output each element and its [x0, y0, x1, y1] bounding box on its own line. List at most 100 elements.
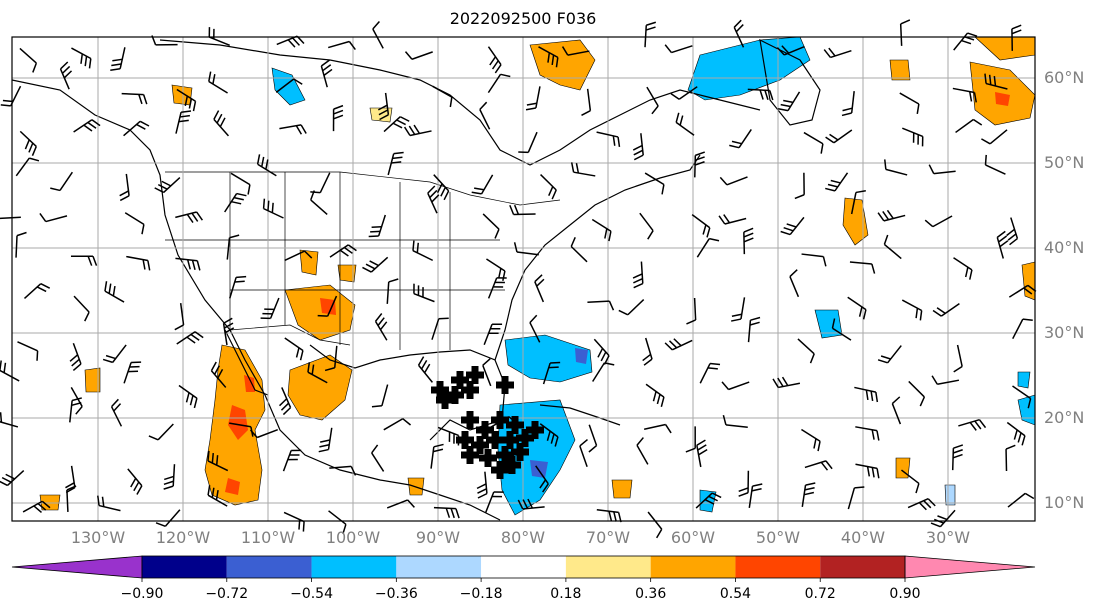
plus-marker — [436, 391, 454, 409]
wind-barb — [539, 423, 559, 447]
wind-barb — [699, 362, 721, 384]
wind-barb — [953, 344, 963, 373]
wind-barb — [804, 460, 833, 471]
wind-barb — [581, 88, 592, 117]
strong-positive-blob — [228, 405, 248, 440]
lon-label: 60°W — [670, 528, 716, 547]
wind-barb — [953, 257, 973, 280]
wind-barb — [126, 255, 151, 271]
negative-blob — [687, 36, 811, 101]
plus-marker — [461, 446, 479, 464]
wind-barb — [282, 449, 302, 472]
wind-barb — [789, 269, 800, 298]
wind-barb — [696, 439, 708, 468]
wind-barb — [230, 172, 251, 195]
colorbar — [11, 555, 1036, 582]
plus-marker — [511, 443, 529, 461]
wind-barb — [483, 323, 503, 346]
wind-barb — [733, 19, 745, 48]
positive-blob — [287, 354, 353, 421]
wind-barb — [433, 174, 450, 201]
wind-barb — [729, 129, 752, 149]
wind-barb — [529, 314, 541, 343]
wind-barb — [722, 414, 748, 428]
wind-barb — [670, 86, 698, 100]
wind-barb — [19, 130, 37, 156]
wind-barb — [317, 295, 338, 317]
wind-barb — [899, 92, 920, 114]
wind-barb — [70, 255, 98, 266]
positive-blob — [84, 367, 101, 393]
colorbar-segment — [650, 556, 736, 578]
wind-barb — [127, 468, 143, 495]
wind-barb — [841, 91, 855, 117]
plus-marker — [466, 366, 484, 384]
wind-barb — [174, 303, 185, 331]
wind-barb — [262, 198, 284, 219]
positive-blob — [611, 479, 633, 499]
wind-barb — [1006, 217, 1019, 246]
wind-barb — [636, 437, 649, 465]
wind-barb — [518, 131, 538, 154]
positive-blob — [889, 59, 911, 81]
wind-barb — [66, 485, 77, 512]
colorbar-segment — [481, 556, 566, 578]
wind-barb — [645, 383, 665, 407]
wind-barb — [121, 92, 148, 105]
wind-barb — [691, 214, 711, 238]
wind-barb — [587, 300, 615, 311]
wind-barb — [731, 297, 746, 322]
plus-marker — [516, 429, 534, 447]
wind-barb — [825, 129, 853, 144]
wind-barb — [902, 127, 924, 147]
wind-barb — [329, 465, 357, 476]
positive-blob — [369, 107, 393, 123]
wind-barb — [432, 85, 453, 108]
wind-barb — [276, 35, 305, 48]
wind-barb — [1012, 385, 1032, 409]
cuba-outline — [539, 404, 621, 426]
wind-barb — [538, 46, 559, 68]
wind-barb — [387, 151, 404, 176]
lon-label: 40°W — [840, 528, 886, 547]
wind-barb — [646, 86, 659, 115]
wind-barb — [877, 345, 902, 364]
wind-barb — [592, 362, 615, 382]
wind-barb — [383, 418, 412, 431]
wind-barb — [847, 296, 867, 320]
wind-barb — [632, 261, 644, 289]
wind-barb — [596, 131, 621, 147]
wind-barb — [579, 438, 588, 467]
plus-marker — [471, 436, 489, 454]
strong-negative-blob — [530, 460, 548, 478]
wind-barb — [374, 313, 388, 341]
wind-barb — [695, 492, 722, 509]
colorbar-tick-label: −0.72 — [205, 586, 249, 602]
wind-barb — [542, 361, 561, 385]
wind-barb — [208, 27, 230, 46]
wind-barb — [417, 356, 433, 383]
wind-barb — [372, 20, 384, 49]
lat-label: 20°N — [1044, 408, 1085, 427]
lon-label: 130°W — [70, 528, 126, 547]
wind-barb — [175, 257, 201, 271]
wind-barb — [513, 242, 539, 256]
us-canada-border — [165, 171, 561, 206]
plus-markers — [431, 366, 544, 479]
wind-barb — [0, 470, 25, 487]
wind-barb — [279, 124, 307, 135]
wind-barb — [222, 317, 235, 346]
wind-barb — [362, 256, 389, 273]
wind-barb — [664, 44, 693, 54]
wind-barb — [953, 32, 978, 51]
wind-barb — [1007, 492, 1035, 508]
positive-blob — [299, 249, 319, 276]
lon-label: 50°W — [755, 528, 801, 547]
wind-barb — [0, 85, 22, 107]
wind-barb — [686, 297, 697, 325]
lon-label: 100°W — [325, 528, 381, 547]
wind-barb — [847, 486, 865, 510]
wind-barb — [984, 154, 1006, 175]
wind-barb — [224, 192, 247, 213]
plus-marker — [491, 411, 509, 429]
